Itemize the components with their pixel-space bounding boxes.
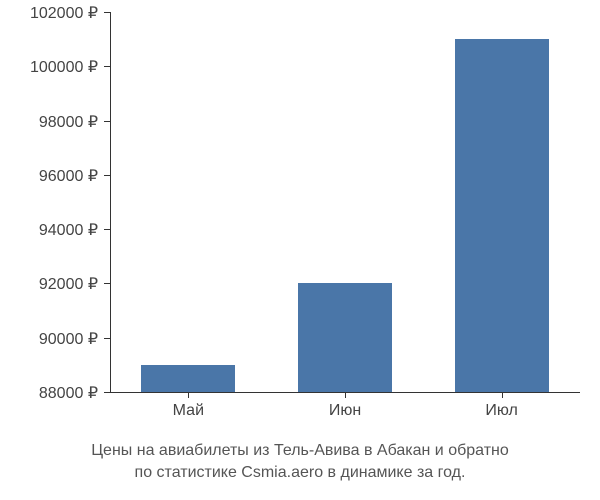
y-tick-mark [104,175,110,176]
y-tick-mark [104,283,110,284]
y-tick-label: 102000 ₽ [0,3,98,23]
y-axis [110,12,111,392]
price-chart: 88000 ₽ 90000 ₽ 92000 ₽ 94000 ₽ 96000 ₽ 98000… [0,0,600,500]
y-tick-mark [104,66,110,67]
y-tick-mark [104,121,110,122]
x-tick-mark [188,392,189,398]
y-tick-label: 98000 ₽ [0,112,98,132]
y-tick-label: 92000 ₽ [0,274,98,294]
y-tick-mark [104,338,110,339]
bar [298,283,392,392]
x-tick-mark [502,392,503,398]
y-tick-label: 88000 ₽ [0,383,98,403]
y-tick-label: 100000 ₽ [0,57,98,77]
caption-line1: Цены на авиабилеты из Тель-Авива в Абака… [0,440,600,462]
y-tick-label: 96000 ₽ [0,166,98,186]
x-tick-label: Май [110,402,267,420]
chart-caption: Цены на авиабилеты из Тель-Авива в Абака… [0,440,600,483]
y-tick-mark [104,12,110,13]
y-tick-mark [104,229,110,230]
bar [455,39,549,392]
y-tick-label: 90000 ₽ [0,329,98,349]
x-tick-label: Июл [423,402,580,420]
x-tick-mark [345,392,346,398]
caption-line2: по статистике Csmia.aero в динамике за г… [0,462,600,484]
y-tick-mark [104,392,110,393]
y-tick-label: 94000 ₽ [0,220,98,240]
bar [141,365,235,392]
x-tick-label: Июн [267,402,424,420]
